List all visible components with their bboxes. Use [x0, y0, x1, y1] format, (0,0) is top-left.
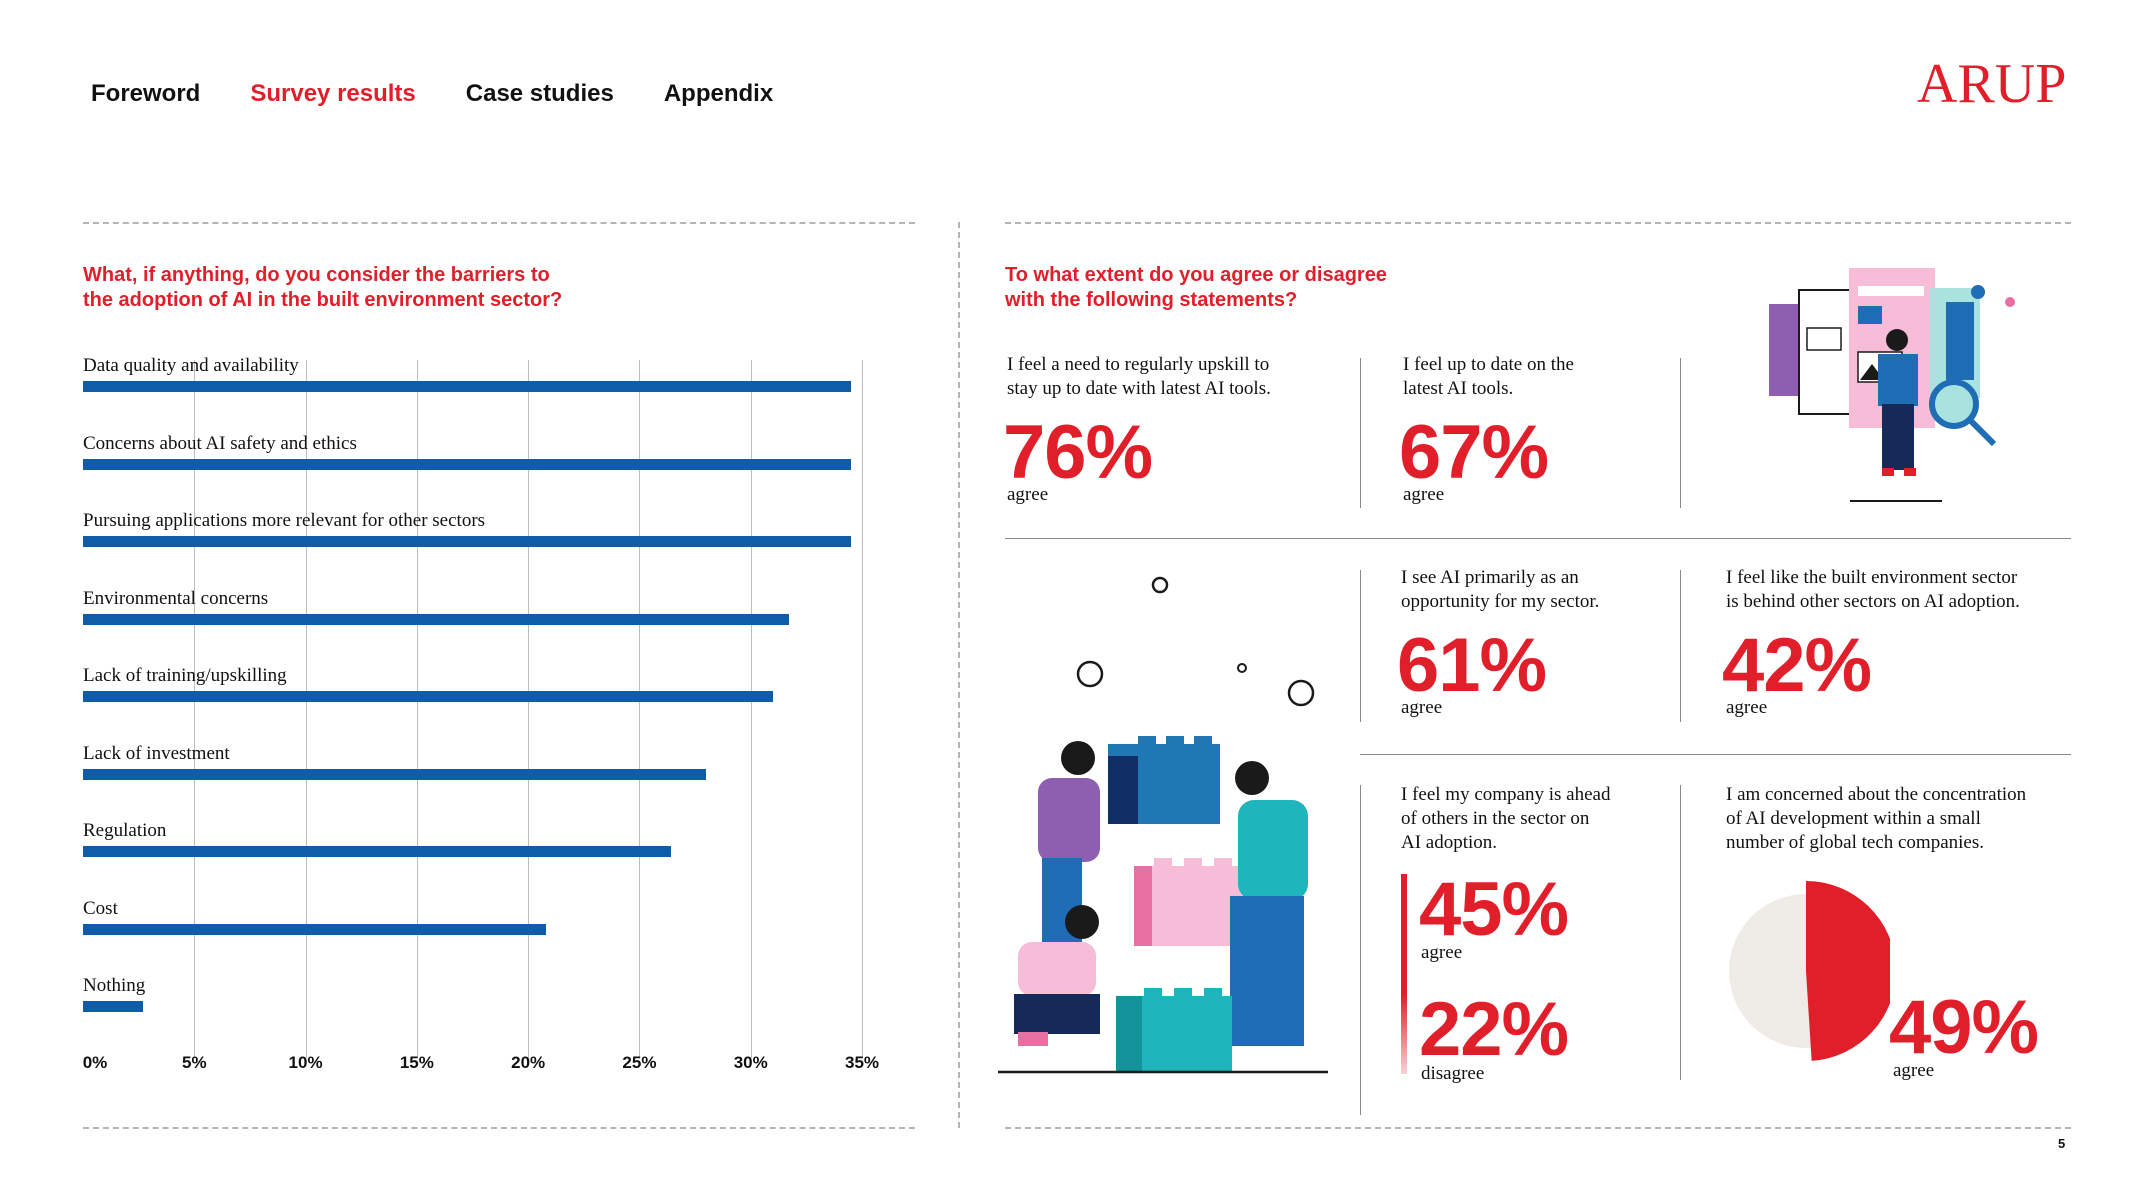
right-top-divider — [1005, 222, 2071, 224]
stat-company-agree-value: 45% — [1419, 867, 1569, 952]
bar — [83, 846, 671, 857]
category-label: Cost — [83, 897, 118, 919]
nav-foreword[interactable]: Foreword — [91, 80, 201, 107]
bar — [83, 536, 851, 547]
right-bottom-divider — [1005, 1127, 2071, 1129]
stat-upskill-value: 76% — [1003, 410, 1153, 495]
stat-upskill-line1: I feel a need to regularly upskill to — [1007, 354, 1270, 375]
divider-v2 — [1680, 358, 1681, 508]
stat-uptodate-line2: latest AI tools. — [1403, 378, 1514, 399]
right-question-line1: To what extent do you agree or disagree — [1005, 264, 1387, 286]
stat-concentration-value: 49% — [1889, 985, 2039, 1070]
divider-v1 — [1360, 358, 1361, 508]
stat-upskill-statement: I feel a need to regularly upskill to st… — [1007, 353, 1271, 401]
page-number: 5 — [2058, 1136, 2066, 1151]
bar — [83, 691, 773, 702]
stat-company-line1: I feel my company is ahead — [1401, 784, 1611, 805]
stat-company-line3: AI adoption. — [1401, 832, 1498, 853]
gridline — [305, 360, 307, 1058]
logo-text: ARUP — [1917, 53, 2066, 112]
x-tick-label: 5% — [181, 1053, 207, 1072]
stat-opportunity-label: agree — [1401, 697, 1443, 718]
nav-appendix[interactable]: Appendix — [663, 80, 774, 107]
gridline — [416, 360, 418, 1058]
category-label: Data quality and availability — [83, 355, 299, 376]
stat-company-statement: I feel my company is ahead of others in … — [1401, 783, 1610, 855]
stat-uptodate-value: 67% — [1399, 410, 1549, 495]
x-tick-label: 15% — [399, 1053, 434, 1072]
stat-concentration-label: agree — [1893, 1060, 1935, 1081]
left-bottom-divider — [83, 1127, 915, 1129]
divider-v6 — [1680, 785, 1681, 1080]
bar — [83, 768, 707, 780]
gridline — [862, 360, 863, 1058]
x-tick-label: 20% — [511, 1053, 546, 1072]
gridline — [194, 360, 196, 1058]
x-tick-label: 25% — [622, 1053, 657, 1072]
top-nav: Foreword Survey results Case studies App… — [91, 80, 773, 108]
stat-behind-label: agree — [1726, 697, 1768, 718]
category-label: Lack of investment — [83, 742, 230, 764]
x-tick-label: 0% — [82, 1053, 108, 1072]
divider-h1 — [1005, 538, 2071, 539]
left-question-line1: What, if anything, do you consider the b… — [83, 264, 550, 286]
stat-concentration-line2: of AI development within a small — [1726, 808, 1981, 829]
category-label: Concerns about AI safety and ethics — [83, 432, 357, 454]
divider-h2 — [1360, 754, 2071, 755]
column-divider — [958, 222, 960, 1128]
stat-uptodate-label: agree — [1403, 484, 1445, 505]
left-question-line2: the adoption of AI in the built environm… — [83, 289, 563, 311]
category-label: Lack of training/upskilling — [83, 665, 287, 686]
documents-person-illustration — [1769, 268, 2015, 502]
nav-survey-results[interactable]: Survey results — [250, 80, 416, 107]
arup-logo[interactable]: ARUP — [1917, 52, 2071, 112]
bar — [83, 381, 851, 392]
stat-company-agree-label: agree — [1421, 942, 1463, 963]
stat-company-disagree-value: 22% — [1419, 987, 1569, 1072]
gridline — [639, 360, 641, 1058]
stat-behind-line1: I feel like the built environment sector — [1726, 567, 2018, 588]
bar — [83, 613, 789, 625]
stat-concentration-line3: number of global tech companies. — [1726, 832, 1985, 853]
stat-uptodate-statement: I feel up to date on the latest AI tools… — [1403, 353, 1574, 401]
stat-opportunity-line2: opportunity for my sector. — [1401, 591, 1600, 612]
nav-case-studies[interactable]: Case studies — [465, 80, 614, 107]
category-label: Regulation — [83, 820, 167, 841]
bar — [83, 923, 546, 935]
divider-v4 — [1680, 570, 1681, 722]
bar — [83, 458, 851, 470]
right-question-line2: with the following statements? — [1005, 289, 1298, 311]
category-label: Nothing — [83, 975, 146, 996]
left-top-divider — [83, 222, 915, 224]
left-question: What, if anything, do you consider the b… — [83, 263, 643, 313]
stat-behind-line2: is behind other sectors on AI adoption. — [1726, 591, 2020, 612]
stat-company-line2: of others in the sector on — [1401, 808, 1590, 829]
stat-opportunity-statement: I see AI primarily as an opportunity for… — [1401, 566, 1599, 614]
right-question: To what extent do you agree or disagree … — [1005, 263, 1505, 313]
stat-upskill-line2: stay up to date with latest AI tools. — [1007, 378, 1271, 399]
divider-v3 — [1360, 570, 1361, 722]
team-building-blocks-illustration — [998, 576, 1328, 1074]
gridline — [750, 360, 752, 1058]
stat-upskill-label: agree — [1007, 484, 1049, 505]
bar — [83, 1001, 144, 1012]
x-tick-label: 30% — [733, 1053, 768, 1072]
category-label: Pursuing applications more relevant for … — [83, 510, 486, 531]
stat-uptodate-line1: I feel up to date on the — [1403, 354, 1574, 375]
category-label: Environmental concerns — [83, 587, 269, 609]
gridline — [528, 360, 530, 1058]
stat-opportunity-value: 61% — [1397, 623, 1547, 708]
pie-agree-slice — [1806, 881, 1890, 1061]
x-tick-label: 10% — [288, 1053, 323, 1072]
stat-behind-value: 42% — [1722, 623, 1872, 708]
agree-disagree-gauge — [1401, 874, 1407, 1074]
divider-v5 — [1360, 785, 1361, 1115]
stat-company-disagree-label: disagree — [1421, 1063, 1485, 1084]
x-tick-label: 35% — [844, 1053, 880, 1072]
concentration-pie — [1729, 881, 1890, 1061]
stat-concentration-statement: I am concerned about the concentration o… — [1726, 783, 2026, 855]
stat-opportunity-line1: I see AI primarily as an — [1401, 567, 1579, 588]
stat-behind-statement: I feel like the built environment sector… — [1726, 566, 2020, 614]
stat-concentration-line1: I am concerned about the concentration — [1726, 784, 2027, 805]
